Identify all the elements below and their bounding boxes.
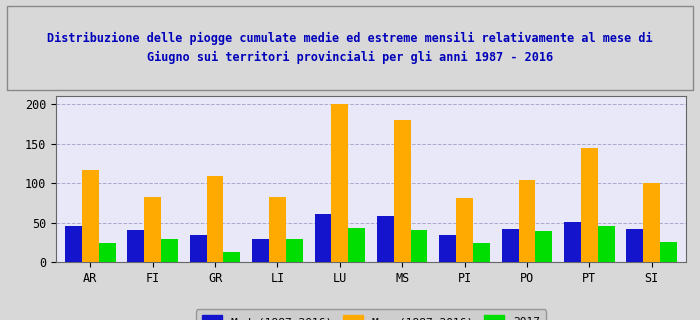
Text: Distribuzione delle piogge cumulate medie ed estreme mensili relativamente al me: Distribuzione delle piogge cumulate medi… [47, 32, 653, 64]
Bar [65, 226, 82, 262]
Bar [643, 183, 660, 262]
Bar [206, 176, 223, 262]
Bar [82, 170, 99, 262]
Bar [190, 235, 206, 262]
Bar [502, 229, 519, 262]
Bar [144, 196, 161, 262]
Bar [598, 226, 615, 262]
Bar [377, 216, 394, 262]
Bar [581, 148, 598, 262]
Bar [99, 243, 116, 262]
Bar [331, 104, 348, 262]
Bar [660, 242, 677, 262]
Bar [314, 214, 331, 262]
Bar [440, 235, 456, 262]
Bar [348, 228, 365, 262]
Bar [456, 198, 473, 262]
Bar [564, 222, 581, 262]
Bar [127, 230, 144, 262]
Legend: Med (1987-2016), Max (1987-2016), 2017: Med (1987-2016), Max (1987-2016), 2017 [196, 309, 546, 320]
Bar [252, 239, 269, 262]
Bar [411, 230, 428, 262]
Bar [286, 239, 302, 262]
Bar [626, 229, 643, 262]
Bar [394, 120, 411, 262]
Bar [473, 243, 490, 262]
Bar [269, 197, 286, 262]
Bar [536, 231, 552, 262]
Bar [223, 252, 240, 262]
Bar [161, 239, 178, 262]
Bar [519, 180, 536, 262]
